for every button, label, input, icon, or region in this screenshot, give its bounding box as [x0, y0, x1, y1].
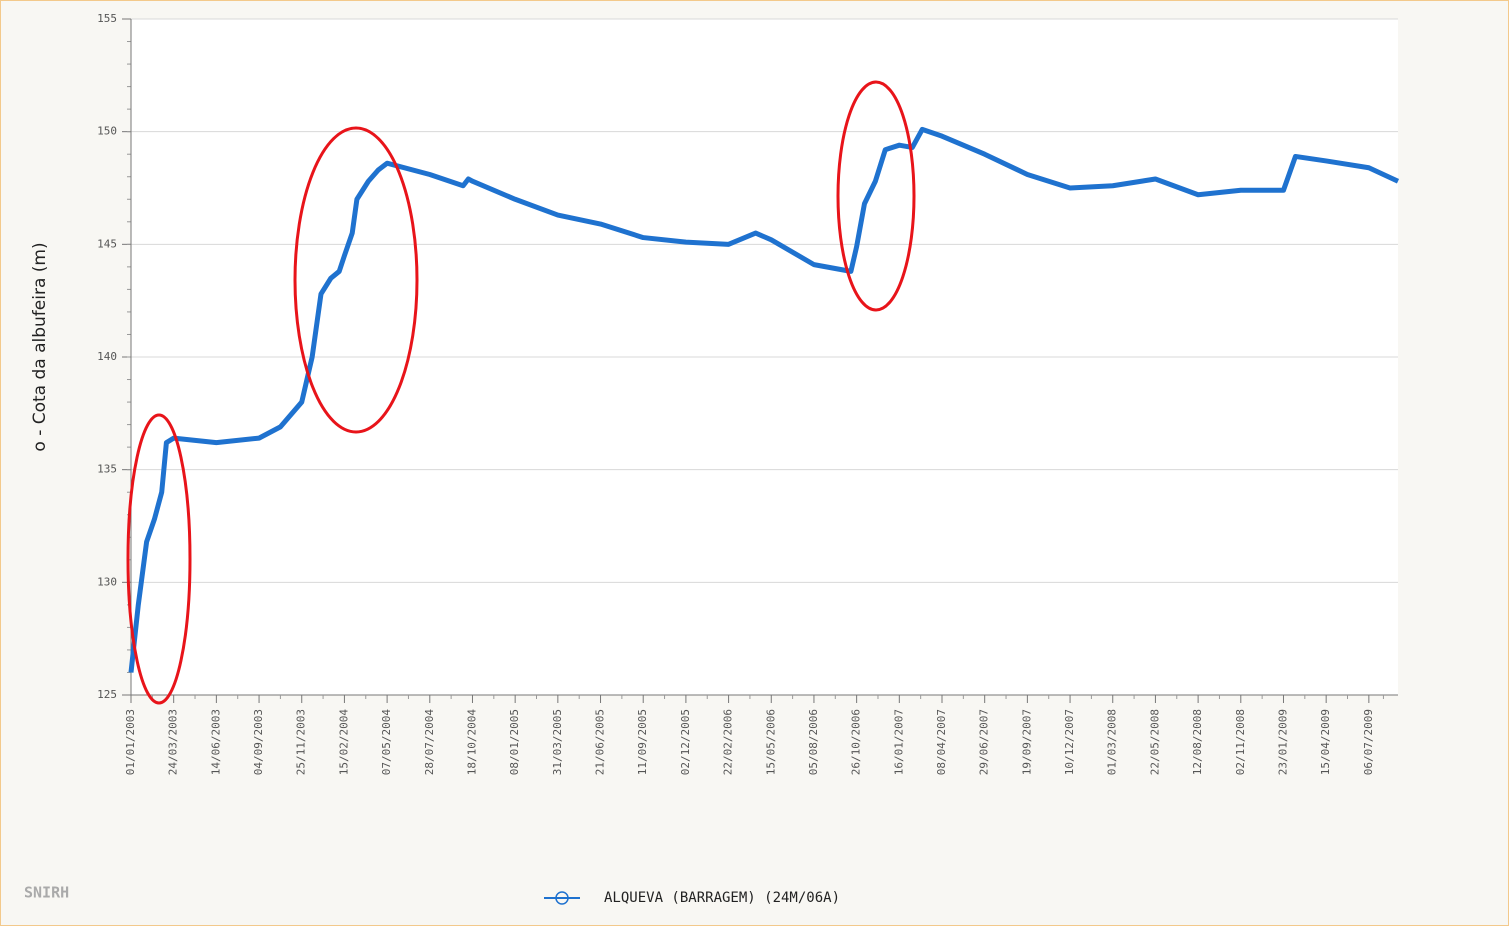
- x-tick-label: 15/02/2004: [337, 709, 350, 776]
- legend-label: ALQUEVA (BARRAGEM) (24M/06A): [604, 890, 840, 906]
- highlight-ellipse: [293, 126, 419, 434]
- x-tick-label: 15/05/2006: [764, 709, 777, 775]
- y-tick-label: 125: [97, 688, 117, 701]
- x-tick-label: 12/08/2008: [1191, 709, 1204, 775]
- x-tick-label: 02/12/2005: [679, 709, 692, 775]
- x-tick-label: 28/07/2004: [423, 709, 436, 776]
- x-tick-label: 01/03/2008: [1106, 709, 1119, 775]
- x-tick-label: 11/09/2005: [636, 709, 649, 775]
- x-tick-label: 29/06/2007: [978, 709, 991, 775]
- x-tick-label: 18/10/2004: [465, 709, 478, 776]
- x-tick-label: 22/02/2006: [722, 709, 735, 775]
- watermark: SNIRH: [24, 884, 69, 902]
- x-tick-label: 07/05/2004: [380, 709, 393, 776]
- y-tick-label: 140: [97, 350, 117, 363]
- y-tick-label: 150: [97, 125, 117, 138]
- y-tick-label: 130: [97, 575, 117, 588]
- highlight-ellipse: [836, 80, 916, 312]
- y-axis-label: o - Cota da albufeira (m): [30, 242, 50, 451]
- x-tick-label: 31/03/2005: [551, 709, 564, 775]
- legend-marker: [555, 891, 569, 905]
- x-tick-label: 19/09/2007: [1020, 709, 1033, 775]
- x-tick-label: 08/01/2005: [508, 709, 521, 775]
- highlight-ellipse: [126, 413, 192, 705]
- x-tick-label: 23/01/2009: [1276, 709, 1289, 775]
- x-tick-label: 04/09/2003: [252, 709, 265, 775]
- x-tick-label: 26/10/2006: [850, 709, 863, 775]
- content: 125 130 135 140 145 150 155 01/01/2003 24/03/200…: [97, 12, 1400, 906]
- x-tick-label: 21/06/2005: [594, 709, 607, 775]
- x-tick-label: 15/04/2009: [1319, 709, 1332, 775]
- x-tick-label: 24/03/2003: [167, 709, 180, 775]
- y-tick-label: 135: [97, 463, 117, 476]
- y-tick-label: 145: [97, 237, 117, 250]
- x-tick-label: 16/01/2007: [892, 709, 905, 775]
- x-tick-label: 01/01/2003: [124, 709, 137, 775]
- x-tick-label: 25/11/2003: [295, 709, 308, 775]
- x-tick-label: 10/12/2007: [1063, 709, 1076, 775]
- x-tick-label: 14/06/2003: [209, 709, 222, 775]
- series-line: [128, 126, 1400, 673]
- x-tick-label: 08/04/2007: [935, 709, 948, 775]
- x-tick-label: 06/07/2009: [1362, 709, 1375, 775]
- x-tick-label: 05/08/2006: [807, 709, 820, 775]
- y-tick-label: 155: [97, 12, 117, 25]
- x-tick-label: 22/05/2008: [1148, 709, 1161, 775]
- x-tick-label: 02/11/2008: [1234, 709, 1247, 775]
